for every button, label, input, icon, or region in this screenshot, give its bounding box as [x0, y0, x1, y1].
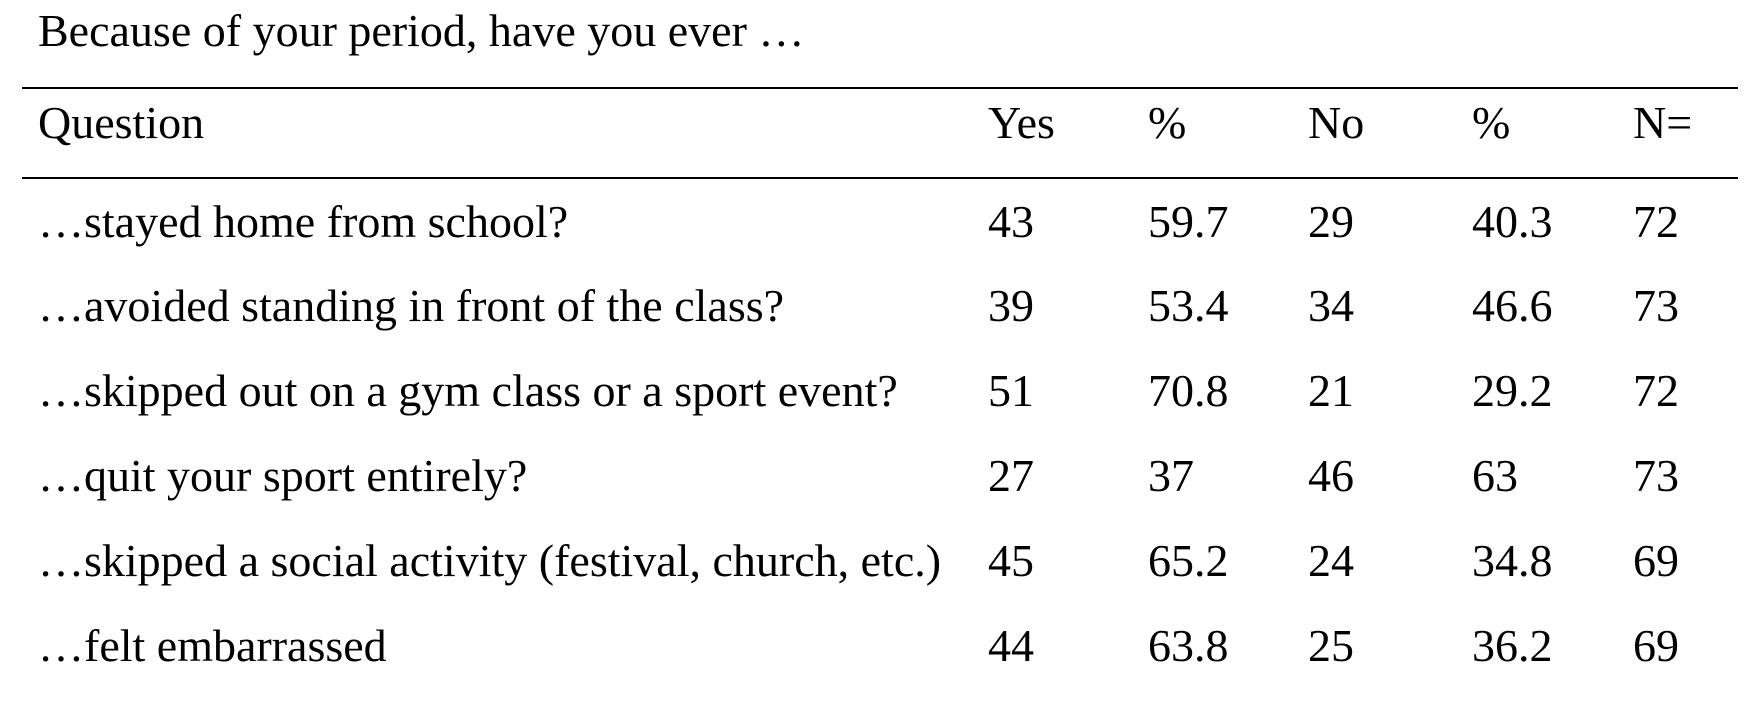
yes-count-cell: 45	[988, 535, 1034, 586]
no-count-cell: 25	[1308, 620, 1354, 671]
no-count-cell: 24	[1308, 535, 1354, 586]
question-cell: …felt embarrassed	[38, 620, 387, 671]
header-row: Question Yes % No % N=	[22, 88, 1738, 179]
yes-percent-cell: 53.4	[1148, 280, 1229, 331]
no-percent-cell: 34.8	[1472, 535, 1553, 586]
header-no-percent: %	[1472, 88, 1633, 179]
table-row: …felt embarrassed 44 63.8 25 36.2 69	[22, 603, 1738, 688]
table-row: …skipped out on a gym class or a sport e…	[22, 348, 1738, 433]
n-total-cell: 73	[1633, 280, 1679, 331]
yes-count-cell: 43	[988, 195, 1034, 247]
header-yes: Yes	[988, 88, 1148, 179]
question-cell: …quit your sport entirely?	[38, 450, 528, 501]
yes-count-cell: 27	[988, 450, 1034, 501]
yes-count-cell: 39	[988, 280, 1034, 331]
yes-percent-cell: 63.8	[1148, 620, 1229, 671]
yes-percent-cell: 65.2	[1148, 535, 1229, 586]
n-total-cell: 69	[1633, 535, 1679, 586]
results-table: Question Yes % No % N= …stayed home from…	[22, 87, 1738, 688]
table-body: …stayed home from school? 43 59.7 29 40.…	[22, 178, 1738, 688]
table-header: Question Yes % No % N=	[22, 88, 1738, 179]
no-percent-cell: 36.2	[1472, 620, 1553, 671]
table-row: …skipped a social activity (festival, ch…	[22, 518, 1738, 603]
table-row: …stayed home from school? 43 59.7 29 40.…	[22, 178, 1738, 263]
n-total-cell: 73	[1633, 450, 1679, 501]
no-count-cell: 21	[1308, 365, 1354, 416]
no-percent-cell: 46.6	[1472, 280, 1553, 331]
header-no: No	[1308, 88, 1472, 179]
table-row: …avoided standing in front of the class?…	[22, 263, 1738, 348]
no-percent-cell: 63	[1472, 450, 1518, 501]
n-total-cell: 69	[1633, 620, 1679, 671]
n-total-cell: 72	[1633, 195, 1679, 247]
yes-percent-cell: 37	[1148, 450, 1194, 501]
table-caption: Because of your period, have you ever …	[38, 5, 805, 56]
n-total-cell: 72	[1633, 365, 1679, 416]
question-cell: …stayed home from school?	[38, 195, 569, 247]
header-yes-percent: %	[1148, 88, 1308, 179]
question-cell: …skipped out on a gym class or a sport e…	[38, 365, 898, 416]
yes-count-cell: 51	[988, 365, 1034, 416]
no-count-cell: 29	[1308, 195, 1354, 247]
yes-count-cell: 44	[988, 620, 1034, 671]
header-question: Question	[22, 88, 988, 179]
no-percent-cell: 29.2	[1472, 365, 1553, 416]
yes-percent-cell: 70.8	[1148, 365, 1229, 416]
no-count-cell: 34	[1308, 280, 1354, 331]
no-percent-cell: 40.3	[1472, 195, 1553, 247]
no-count-cell: 46	[1308, 450, 1354, 501]
question-cell: …skipped a social activity (festival, ch…	[38, 535, 942, 586]
question-cell: …avoided standing in front of the class?	[38, 280, 785, 331]
header-n: N=	[1633, 88, 1738, 179]
table-row: …quit your sport entirely? 27 37 46 63 7…	[22, 433, 1738, 518]
yes-percent-cell: 59.7	[1148, 195, 1229, 247]
